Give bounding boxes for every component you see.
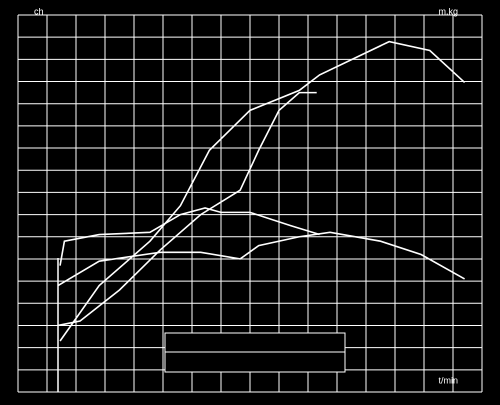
y-axis-label: ch — [34, 6, 44, 16]
legend-box — [164, 332, 346, 373]
x-axis-label: t/min — [438, 375, 458, 385]
y2-axis-label: m.kg — [438, 6, 458, 16]
curve — [59, 207, 320, 266]
curve — [57, 91, 317, 327]
curve — [57, 231, 465, 287]
